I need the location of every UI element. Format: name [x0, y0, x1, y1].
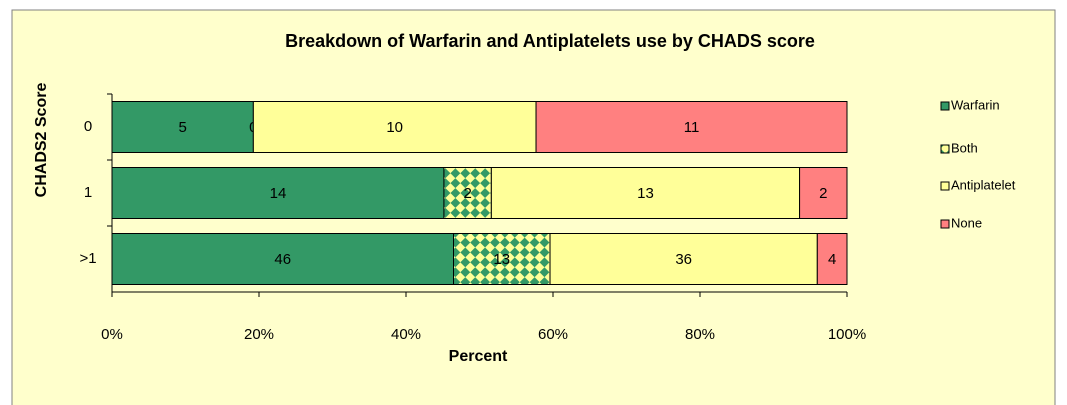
bar-segment — [490, 167, 801, 219]
x-tick-label: 100% — [828, 326, 866, 343]
bar-segment — [453, 233, 551, 285]
bar-segment — [816, 233, 848, 285]
y-tick-label: >1 — [79, 250, 96, 267]
x-tick-label: 40% — [391, 326, 421, 343]
data-label: 10 — [386, 119, 403, 136]
chart-title: Breakdown of Warfarin and Antiplatelets … — [285, 31, 815, 51]
data-label: 11 — [684, 119, 700, 136]
data-label: 4 — [828, 251, 836, 268]
y-tick-label: 1 — [84, 184, 92, 201]
legend-label: Antiplatelet — [951, 177, 1016, 192]
bar-segment — [549, 233, 818, 285]
legend-swatch — [940, 219, 950, 229]
bar-segment — [443, 167, 492, 219]
data-label: 36 — [675, 251, 692, 268]
bar-segment — [535, 101, 848, 153]
data-label: 2 — [819, 185, 827, 202]
bar-segment — [799, 167, 848, 219]
data-label: 2 — [463, 185, 471, 202]
x-axis-label: Percent — [449, 348, 508, 365]
legend-label: Warfarin — [951, 97, 1000, 112]
bar-segment — [252, 101, 537, 153]
legend-swatch — [940, 101, 950, 111]
x-tick-label: 80% — [685, 326, 715, 343]
legend-swatch — [940, 181, 950, 191]
y-tick-label: 0 — [84, 118, 92, 135]
legend-swatch — [940, 144, 950, 154]
y-axis-label: CHADS2 Score — [33, 83, 50, 198]
legend-label: Both — [951, 140, 978, 155]
data-label: 46 — [274, 251, 291, 268]
bar-segment — [111, 101, 254, 153]
legend-label: None — [951, 215, 982, 230]
x-tick-label: 60% — [538, 326, 568, 343]
x-tick-label: 0% — [101, 326, 123, 343]
data-label: 13 — [637, 185, 654, 202]
bar-segment — [111, 167, 445, 219]
bar-segment — [111, 233, 455, 285]
data-label: 5 — [179, 119, 187, 136]
data-label: 14 — [270, 185, 287, 202]
data-label: 13 — [493, 251, 510, 268]
x-tick-label: 20% — [244, 326, 274, 343]
